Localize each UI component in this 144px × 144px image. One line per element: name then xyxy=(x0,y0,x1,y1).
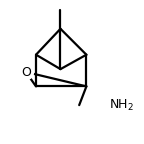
Text: O: O xyxy=(21,66,31,78)
Text: NH$_2$: NH$_2$ xyxy=(109,98,134,113)
